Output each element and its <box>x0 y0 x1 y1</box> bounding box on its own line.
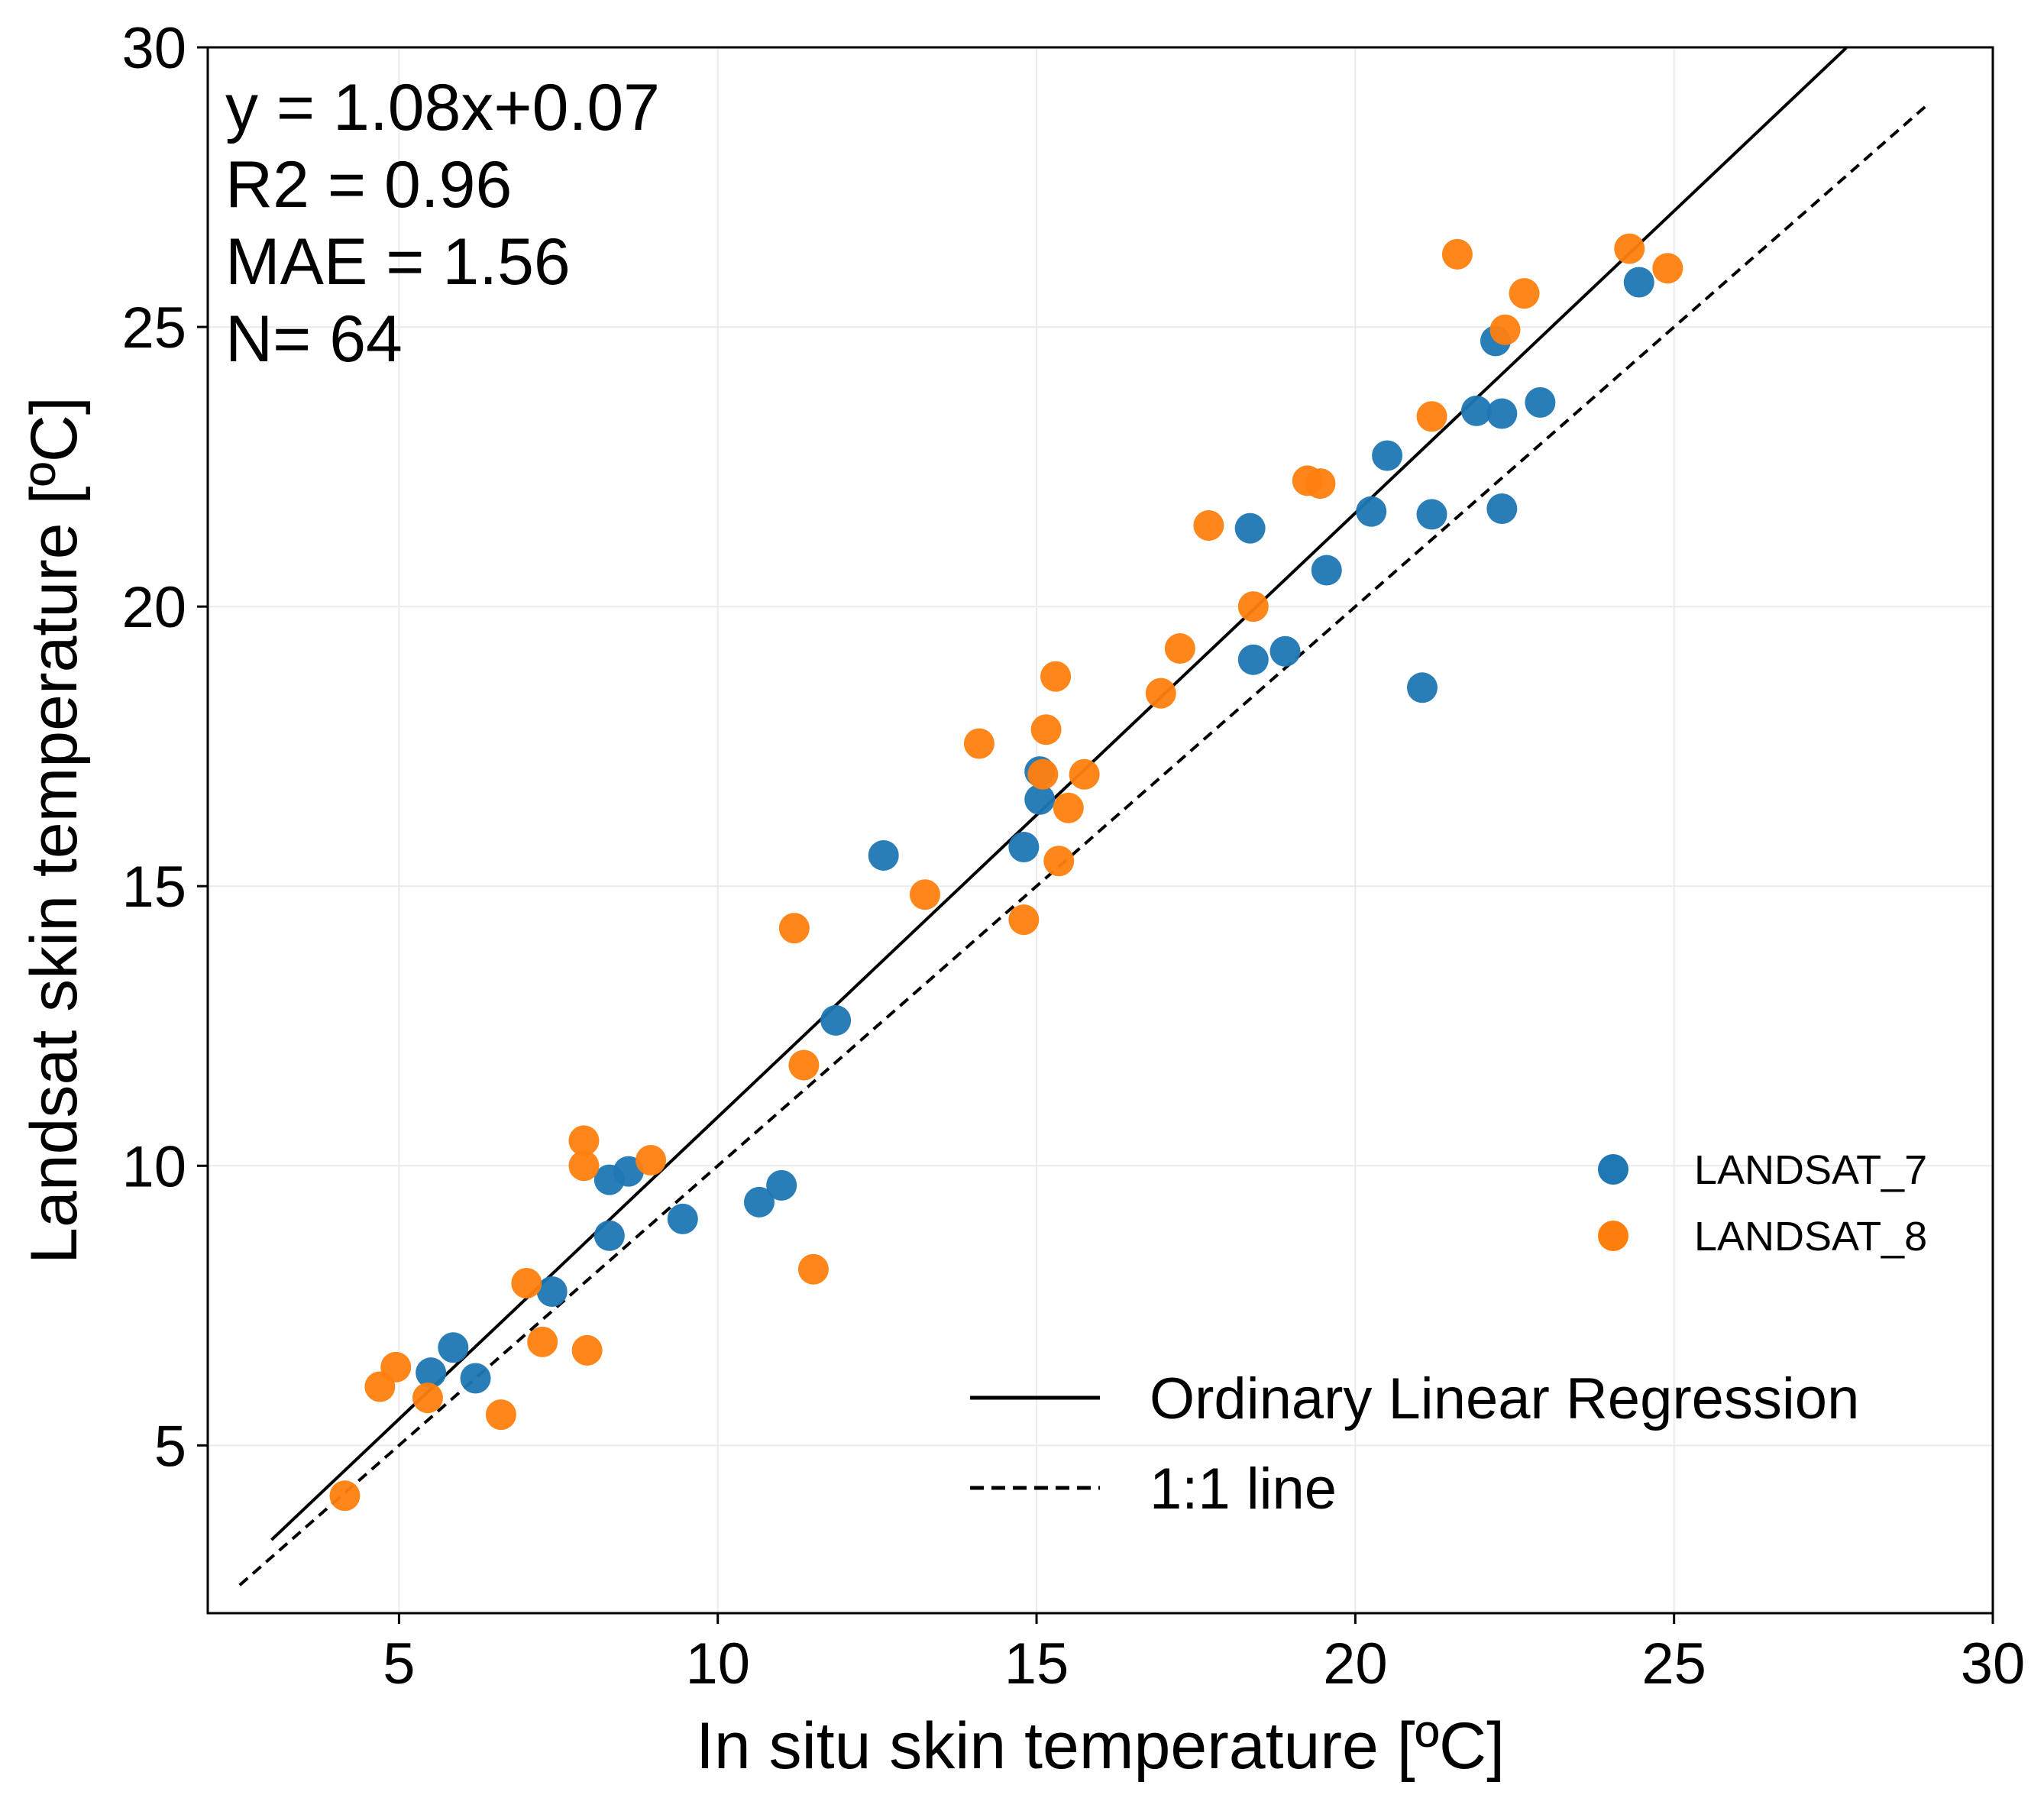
landsat-8-point <box>797 1253 829 1285</box>
landsat-7-point <box>593 1220 625 1251</box>
landsat-7-point <box>1008 831 1040 862</box>
y-tick-label: 20 <box>121 575 186 640</box>
landsat-8-point <box>1489 314 1521 345</box>
legend-lines: Ordinary Linear Regression 1:1 line <box>970 1366 1859 1522</box>
mae-text: MAE = 1.56 <box>225 225 571 299</box>
x-tick-label: 30 <box>1961 1631 2026 1696</box>
landsat-8-point <box>909 879 940 910</box>
landsat-8-point <box>412 1382 443 1414</box>
landsat-8-point <box>1193 509 1224 541</box>
landsat-7-point <box>1623 267 1654 298</box>
landsat-7-point <box>1356 496 1387 527</box>
x-tick-label: 20 <box>1323 1631 1388 1696</box>
landsat-7-point <box>1486 398 1518 429</box>
stats-annotation: y = 1.08x+0.07 R2 = 0.96 MAE = 1.56 N= 6… <box>225 71 660 376</box>
landsat-8-point <box>571 1334 603 1366</box>
legend-label-regression: Ordinary Linear Regression <box>1150 1366 1859 1431</box>
x-tick-label: 5 <box>383 1631 415 1696</box>
landsat-7-point <box>1406 672 1438 703</box>
landsat-8-point <box>1305 468 1336 500</box>
r2-text: R2 = 0.96 <box>225 148 512 222</box>
landsat-7-point <box>1024 784 1056 815</box>
landsat-8-point <box>788 1049 820 1081</box>
landsat-8-point <box>511 1268 542 1299</box>
landsat-8-point <box>1416 401 1447 432</box>
legend-label-landsat-7: LANDSAT_7 <box>1694 1147 1927 1193</box>
equation-text: y = 1.08x+0.07 <box>225 71 660 144</box>
data-points <box>329 233 1683 1512</box>
landsat-8-point <box>527 1326 558 1357</box>
landsat-7-point <box>766 1169 797 1201</box>
landsat-7-point <box>1486 493 1518 525</box>
landsat-8-point <box>1614 233 1645 264</box>
landsat-8-point <box>329 1480 361 1512</box>
y-axis-title: Landsat skin temperature [ºC] <box>18 396 91 1264</box>
landsat-7-point <box>743 1186 775 1218</box>
landsat-8-point <box>1040 661 1072 692</box>
landsat-7-point <box>667 1203 698 1234</box>
y-tick-label: 5 <box>154 1414 186 1479</box>
legend-label-identity: 1:1 line <box>1150 1457 1337 1522</box>
landsat-7-point <box>1269 635 1301 667</box>
identity-line <box>238 102 1930 1586</box>
landsat-8-point <box>1164 633 1195 665</box>
x-axis-title: In situ skin temperature [ºC] <box>696 1709 1505 1783</box>
landsat-7-point <box>820 1004 852 1036</box>
axis-ticks: 5 10 15 20 25 30 5 10 15 20 25 30 <box>121 16 2025 1696</box>
x-tick-label: 25 <box>1641 1631 1706 1696</box>
legend-satellites: LANDSAT_7 LANDSAT_8 <box>1598 1147 1927 1260</box>
y-tick-label: 10 <box>121 1134 186 1199</box>
landsat-8-point <box>636 1144 667 1175</box>
landsat-7-point <box>1460 395 1492 426</box>
landsat-8-point <box>1043 846 1075 877</box>
landsat-7-point <box>1416 499 1447 530</box>
landsat-7-point <box>438 1332 469 1363</box>
landsat-8-point <box>1145 677 1176 709</box>
landsat-8-point <box>778 913 810 944</box>
legend-label-landsat-8: LANDSAT_8 <box>1694 1214 1927 1260</box>
landsat-8-point <box>963 728 995 759</box>
n-text: N= 64 <box>225 302 403 376</box>
landsat-8-point <box>1237 591 1269 623</box>
landsat-7-point <box>1234 513 1266 544</box>
y-tick-label: 15 <box>121 855 186 920</box>
landsat-8-point <box>1008 904 1040 936</box>
landsat-7-point <box>416 1357 447 1389</box>
landsat-8-point <box>568 1125 600 1156</box>
x-tick-label: 15 <box>1004 1631 1069 1696</box>
landsat-8-point <box>568 1150 600 1182</box>
landsat-8-point <box>1652 253 1683 284</box>
y-tick-label: 25 <box>121 296 186 361</box>
landsat-8-point <box>1509 278 1540 309</box>
landsat-8-point <box>1441 238 1473 270</box>
landsat-8-point <box>380 1351 412 1382</box>
landsat-7-point <box>1525 386 1556 418</box>
plot-frame <box>206 46 1994 1615</box>
legend-marker-landsat-8 <box>1598 1221 1628 1251</box>
landsat-7-point <box>1311 555 1342 586</box>
landsat-7-point <box>1237 644 1269 675</box>
y-tick-label: 30 <box>121 16 186 81</box>
landsat-8-point <box>1027 758 1059 790</box>
landsat-8-point <box>1069 758 1100 790</box>
landsat-8-point <box>1053 792 1084 823</box>
legend-marker-landsat-7 <box>1598 1154 1628 1185</box>
landsat-7-point <box>868 839 899 871</box>
landsat-7-point <box>536 1276 568 1308</box>
landsat-7-point <box>1372 440 1403 471</box>
landsat-7-point <box>460 1363 491 1394</box>
landsat-8-point <box>485 1399 516 1431</box>
x-tick-label: 10 <box>685 1631 750 1696</box>
landsat-8-point <box>1030 714 1062 745</box>
